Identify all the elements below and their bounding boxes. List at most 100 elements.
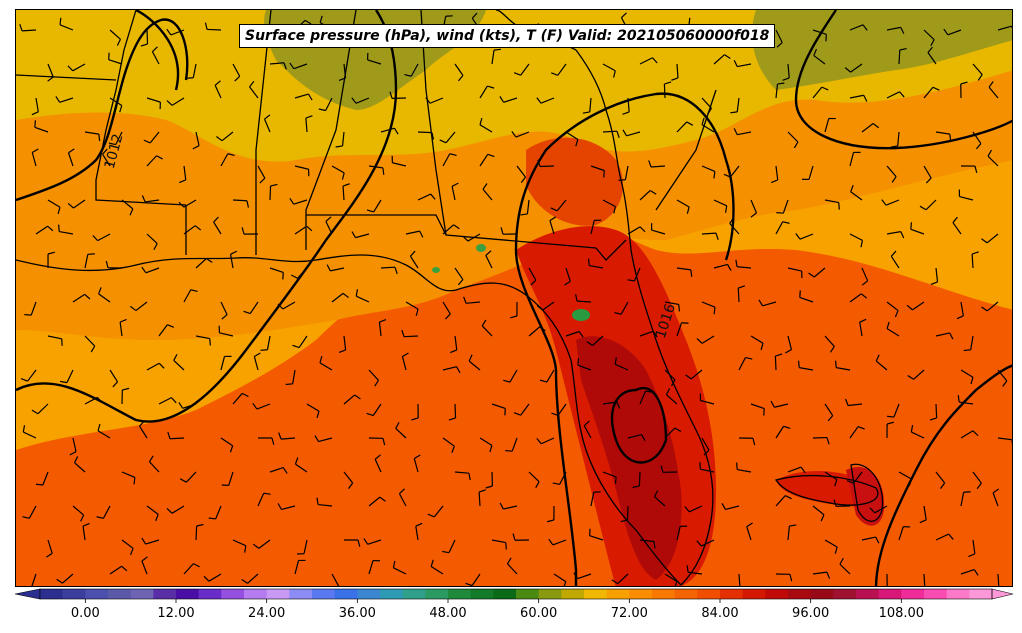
wind-barb bbox=[787, 524, 797, 541]
wind-barb bbox=[47, 251, 55, 269]
wind-barb bbox=[907, 369, 925, 380]
wind-barb bbox=[417, 193, 436, 201]
wind-barb bbox=[910, 222, 925, 235]
convective-cell bbox=[572, 309, 590, 321]
wind-barb bbox=[442, 301, 451, 320]
wind-barb bbox=[713, 54, 731, 65]
wind-barb bbox=[663, 81, 672, 99]
colorbar-cell bbox=[924, 589, 948, 599]
wind-barb bbox=[738, 573, 741, 586]
wind-barb bbox=[31, 97, 39, 116]
wind-barb bbox=[121, 539, 134, 556]
wind-barb bbox=[923, 573, 926, 586]
colorbar-tick-label: 96.00 bbox=[792, 606, 830, 621]
colorbar-cell bbox=[198, 589, 222, 599]
wind-barb bbox=[179, 471, 197, 483]
wind-barb bbox=[797, 360, 814, 371]
wind-barb bbox=[257, 437, 275, 445]
wind-barb bbox=[849, 24, 868, 31]
colorbar-cell bbox=[833, 589, 857, 599]
wind-barb bbox=[368, 559, 381, 575]
wind-barb bbox=[220, 301, 228, 320]
wind-barb bbox=[173, 353, 185, 371]
wind-barb bbox=[733, 128, 752, 136]
colorbar bbox=[14, 588, 1014, 603]
wind-barb bbox=[146, 505, 159, 522]
wind-barb bbox=[997, 437, 1012, 445]
convective-cell bbox=[476, 244, 486, 252]
wind-barb bbox=[158, 397, 177, 405]
wind-barb bbox=[981, 233, 999, 244]
colorbar-cell bbox=[334, 589, 358, 599]
wind-barb bbox=[833, 499, 851, 507]
wind-barb bbox=[589, 528, 604, 541]
wind-barb bbox=[699, 393, 715, 405]
wind-barb bbox=[972, 471, 982, 490]
wind-barb bbox=[109, 369, 119, 388]
wind-barb bbox=[442, 539, 456, 554]
colorbar-tick-label: 72.00 bbox=[610, 606, 648, 621]
map-panel: 1016 1012 Surface pressure (hPa), wind (… bbox=[15, 9, 1013, 587]
wind-barb bbox=[808, 267, 826, 278]
wind-barb bbox=[664, 427, 682, 439]
wind-barb bbox=[735, 259, 752, 269]
wind-barb bbox=[875, 354, 888, 371]
wind-barb bbox=[380, 266, 398, 274]
wind-barb bbox=[972, 63, 983, 81]
wind-barb bbox=[812, 86, 829, 99]
wind-barb bbox=[67, 63, 86, 72]
colorbar-cell bbox=[130, 589, 154, 599]
wind-barb bbox=[479, 85, 495, 99]
wind-barb bbox=[442, 366, 461, 374]
wind-barb bbox=[513, 63, 530, 76]
colorbar-tick-label: 24.00 bbox=[248, 606, 286, 621]
colorbar-cell bbox=[108, 589, 132, 599]
wind-barb bbox=[952, 216, 962, 235]
wind-barb bbox=[536, 301, 555, 311]
wind-barb bbox=[512, 533, 530, 541]
wind-barb bbox=[338, 335, 347, 354]
wind-barb bbox=[232, 63, 241, 82]
wind-barb bbox=[919, 199, 937, 211]
wind-barb bbox=[368, 369, 379, 387]
wind-barb bbox=[686, 565, 703, 575]
wind-barb bbox=[639, 57, 658, 65]
wind-barb bbox=[392, 560, 407, 575]
wind-barb bbox=[736, 462, 752, 473]
colorbar-cell bbox=[901, 589, 925, 599]
wind-barb bbox=[35, 471, 49, 486]
wind-barb bbox=[676, 199, 690, 214]
wind-barb bbox=[166, 28, 185, 36]
wind-barb bbox=[701, 97, 712, 115]
wind-barb bbox=[195, 258, 213, 269]
wind-barb bbox=[614, 357, 629, 371]
colorbar-cell bbox=[742, 589, 766, 599]
wind-barb bbox=[305, 115, 313, 133]
wind-barb bbox=[787, 466, 806, 474]
wind-barb bbox=[503, 369, 518, 383]
wind-barb bbox=[195, 523, 204, 541]
wind-barb bbox=[676, 525, 688, 541]
wind-barb bbox=[67, 148, 75, 167]
wind-barb bbox=[849, 94, 868, 102]
wind-barb bbox=[699, 462, 715, 473]
wind-barb bbox=[179, 165, 187, 184]
wind-barb bbox=[367, 52, 382, 65]
wind-barb bbox=[824, 199, 840, 210]
wind-barb bbox=[528, 267, 537, 286]
wind-barb bbox=[500, 227, 518, 235]
wind-barb bbox=[121, 387, 130, 405]
wind-barb bbox=[813, 48, 826, 65]
wind-barb bbox=[956, 301, 964, 320]
colorbar-cell bbox=[561, 589, 585, 599]
wind-barb bbox=[588, 258, 604, 269]
wind-barb bbox=[401, 329, 419, 338]
wind-barb bbox=[218, 325, 234, 337]
wind-barb bbox=[343, 471, 354, 489]
wind-barb bbox=[462, 233, 481, 242]
wind-barb bbox=[844, 398, 863, 407]
colorbar-cell bbox=[629, 589, 653, 599]
wind-barb bbox=[148, 455, 160, 473]
colorbar-cell bbox=[176, 589, 200, 599]
wind-barb bbox=[204, 22, 222, 31]
